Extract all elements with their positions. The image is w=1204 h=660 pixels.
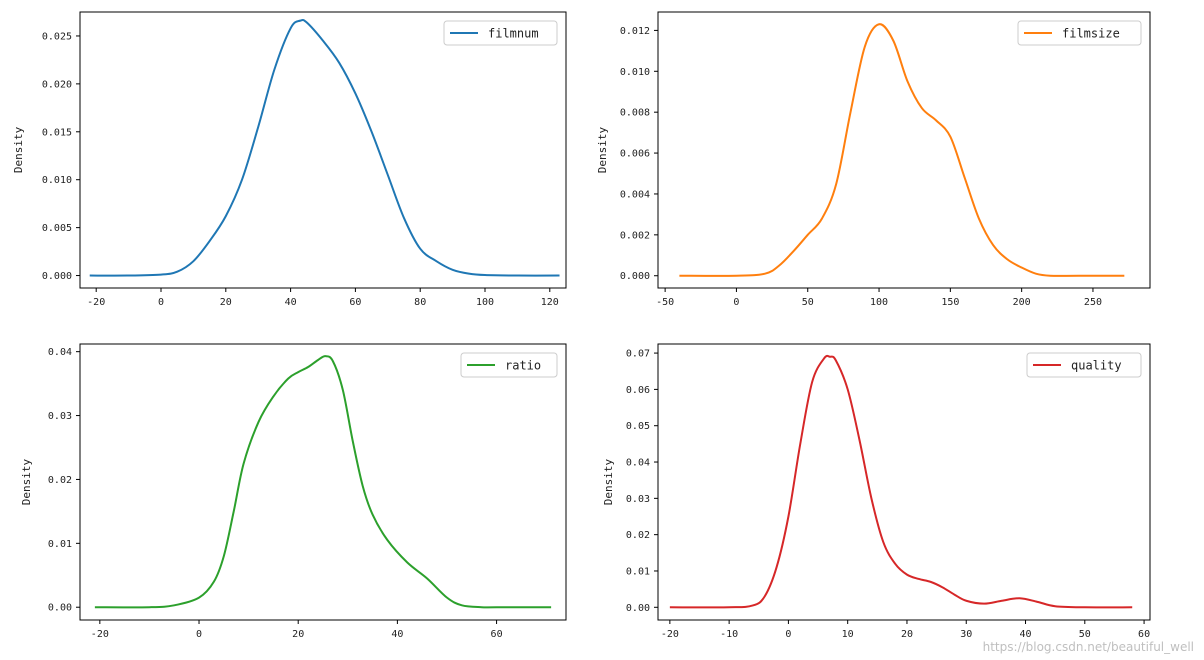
y-tick-label: 0.00 xyxy=(626,603,650,614)
axes-frame xyxy=(657,11,1151,289)
y-axis-label: Density xyxy=(602,458,615,505)
x-tick-label: -10 xyxy=(720,629,738,640)
y-tick-label: 0.01 xyxy=(626,566,650,577)
legend-box xyxy=(1017,20,1142,46)
x-tick-label: 0 xyxy=(785,629,791,640)
x-tick-label: 0 xyxy=(158,297,164,308)
legend-label: filmsize xyxy=(1062,27,1120,41)
x-tick-label: 30 xyxy=(960,629,972,640)
x-tick-label: 50 xyxy=(802,297,814,308)
axes-frame xyxy=(657,343,1151,621)
y-tick-label: 0.010 xyxy=(42,175,72,186)
subplot-2: -50 0 50 100 150 200 250 0.000 0.002 0.004 0.006 0.… xyxy=(596,11,1151,308)
y-tick-label: 0.07 xyxy=(626,349,650,360)
y-tick-label: 0.04 xyxy=(626,458,650,469)
y-tick-label: 0.02 xyxy=(626,530,650,541)
x-tick-label: 50 xyxy=(1079,629,1091,640)
x-tick-label: 0 xyxy=(733,297,739,308)
x-tick-label: 150 xyxy=(941,297,959,308)
y-tick-label: 0.012 xyxy=(620,26,650,37)
series-line-ratio xyxy=(94,355,552,609)
x-tick-label: 40 xyxy=(391,629,403,640)
y-tick-label: 0.015 xyxy=(42,127,72,138)
legend-box xyxy=(1026,352,1142,378)
x-tick-label: 60 xyxy=(1138,629,1150,640)
y-tick-label: 0.020 xyxy=(42,79,72,90)
legend-box xyxy=(443,20,558,46)
legend: filmnum xyxy=(443,20,558,46)
y-tick-label: 0.025 xyxy=(42,31,72,42)
y-axis-label: Density xyxy=(12,126,25,173)
legend: quality xyxy=(1026,352,1142,378)
y-tick-label: 0.010 xyxy=(620,67,650,78)
y-tick-label: 0.05 xyxy=(626,421,650,432)
y-tick-label: 0.06 xyxy=(626,385,650,396)
legend-label: quality xyxy=(1071,359,1122,373)
y-axis-label: Density xyxy=(20,458,33,505)
y-tick-label: 0.004 xyxy=(620,189,650,200)
x-tick-label: 100 xyxy=(870,297,888,308)
x-tick-label: 120 xyxy=(541,297,559,308)
watermark-text: https://blog.csdn.net/beautiful_well xyxy=(982,640,1194,654)
subplot-3: -20 0 20 40 60 0.00 0.01 0.02 0.03 0.04 Density rat… xyxy=(20,343,567,640)
legend-label: ratio xyxy=(505,359,541,373)
x-tick-label: -20 xyxy=(91,629,109,640)
x-tick-label: 20 xyxy=(220,297,232,308)
legend: filmsize xyxy=(1017,20,1142,46)
x-tick-label: 20 xyxy=(292,629,304,640)
axes-frame xyxy=(79,11,567,289)
y-tick-label: 0.002 xyxy=(620,230,650,241)
x-tick-label: 80 xyxy=(414,297,426,308)
x-tick-label: 60 xyxy=(491,629,503,640)
y-tick-label: 0.02 xyxy=(48,475,72,486)
legend-box xyxy=(460,352,558,378)
y-axis-label: Density xyxy=(596,126,609,173)
x-tick-label: -20 xyxy=(87,297,105,308)
y-tick-label: 0.03 xyxy=(626,494,650,505)
subplot-1: -20 0 20 40 60 80 100 120 0.000 0.005 0.010 0.015 0.… xyxy=(12,11,567,308)
axes-frame xyxy=(79,343,567,621)
y-tick-label: 0.03 xyxy=(48,411,72,422)
x-tick-label: 40 xyxy=(1019,629,1031,640)
legend: ratio xyxy=(460,352,558,378)
x-tick-label: 40 xyxy=(285,297,297,308)
x-tick-label: -20 xyxy=(661,629,679,640)
y-tick-label: 0.04 xyxy=(48,347,72,358)
x-tick-label: 100 xyxy=(476,297,494,308)
x-tick-label: 0 xyxy=(196,629,202,640)
y-tick-label: 0.01 xyxy=(48,539,72,550)
x-tick-label: 250 xyxy=(1084,297,1102,308)
series-line-filmnum xyxy=(89,18,560,277)
y-tick-label: 0.008 xyxy=(620,108,650,119)
series-line-filmsize xyxy=(679,23,1125,277)
legend-label: filmnum xyxy=(488,27,539,41)
y-tick-label: 0.006 xyxy=(620,149,650,160)
subplot-4: -20 -10 0 10 20 30 40 50 60 0.00 0.01 0.02 0.03 0.04 0… xyxy=(602,343,1151,640)
x-tick-label: 20 xyxy=(901,629,913,640)
y-tick-label: 0.00 xyxy=(48,603,72,614)
series-line-quality xyxy=(669,354,1133,609)
y-tick-label: 0.000 xyxy=(42,271,72,282)
x-tick-label: 10 xyxy=(842,629,854,640)
y-tick-label: 0.000 xyxy=(620,271,650,282)
x-tick-label: 200 xyxy=(1013,297,1031,308)
y-tick-label: 0.005 xyxy=(42,223,72,234)
x-tick-label: 60 xyxy=(349,297,361,308)
x-tick-label: -50 xyxy=(656,297,674,308)
